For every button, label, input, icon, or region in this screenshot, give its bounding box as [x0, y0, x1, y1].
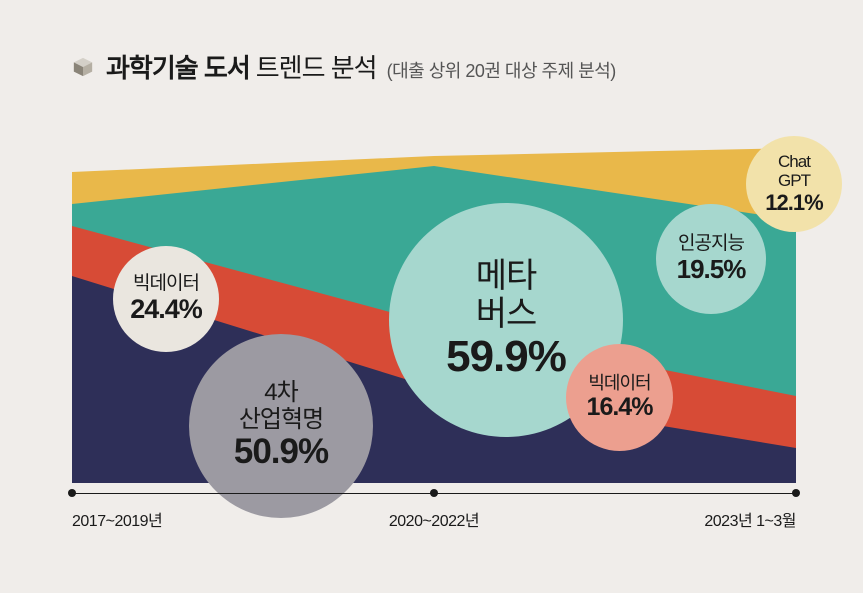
bubble-bigdata-2020: 빅데이터16.4%: [566, 344, 673, 451]
bubble-label: 빅데이터: [133, 274, 199, 295]
bubble-fourth-industrial: 4차 산업혁명50.9%: [189, 334, 373, 518]
bubble-label: 4차 산업혁명: [239, 380, 323, 433]
bubble-value: 19.5%: [677, 255, 746, 284]
chart-header: 과학기술 도서 트렌드 분석 (대출 상위 20권 대상 주제 분석): [72, 48, 616, 85]
cube-icon: [72, 56, 94, 78]
axis-label: 2020~2022년: [389, 507, 479, 531]
trend-area-chart: 빅데이터24.4%4차 산업혁명50.9%메타 버스59.9%빅데이터16.4%…: [72, 148, 796, 483]
bubble-value: 24.4%: [130, 295, 202, 325]
bubble-value: 12.1%: [765, 191, 822, 215]
axis-label: 2023년 1~3월: [704, 507, 796, 531]
bubble-value: 50.9%: [234, 433, 328, 472]
axis-dot: [792, 489, 800, 497]
axis-dot: [430, 489, 438, 497]
bubble-bigdata-2017: 빅데이터24.4%: [113, 246, 219, 352]
title-light: 트렌드 분석: [256, 48, 377, 85]
bubble-ai: 인공지능19.5%: [656, 204, 766, 314]
title-sub: (대출 상위 20권 대상 주제 분석): [387, 57, 616, 83]
bubble-label: 빅데이터: [588, 374, 650, 394]
bubble-label: Chat GPT: [778, 153, 810, 190]
bubble-chatgpt: Chat GPT12.1%: [746, 136, 842, 232]
title-bold: 과학기술 도서: [106, 48, 250, 85]
bubble-value: 16.4%: [587, 394, 653, 422]
bubble-value: 59.9%: [446, 333, 566, 381]
bubble-label: 인공지능: [678, 234, 744, 255]
bubble-label: 메타 버스: [476, 258, 537, 333]
axis-label: 2017~2019년: [72, 507, 162, 531]
axis-dot: [68, 489, 76, 497]
